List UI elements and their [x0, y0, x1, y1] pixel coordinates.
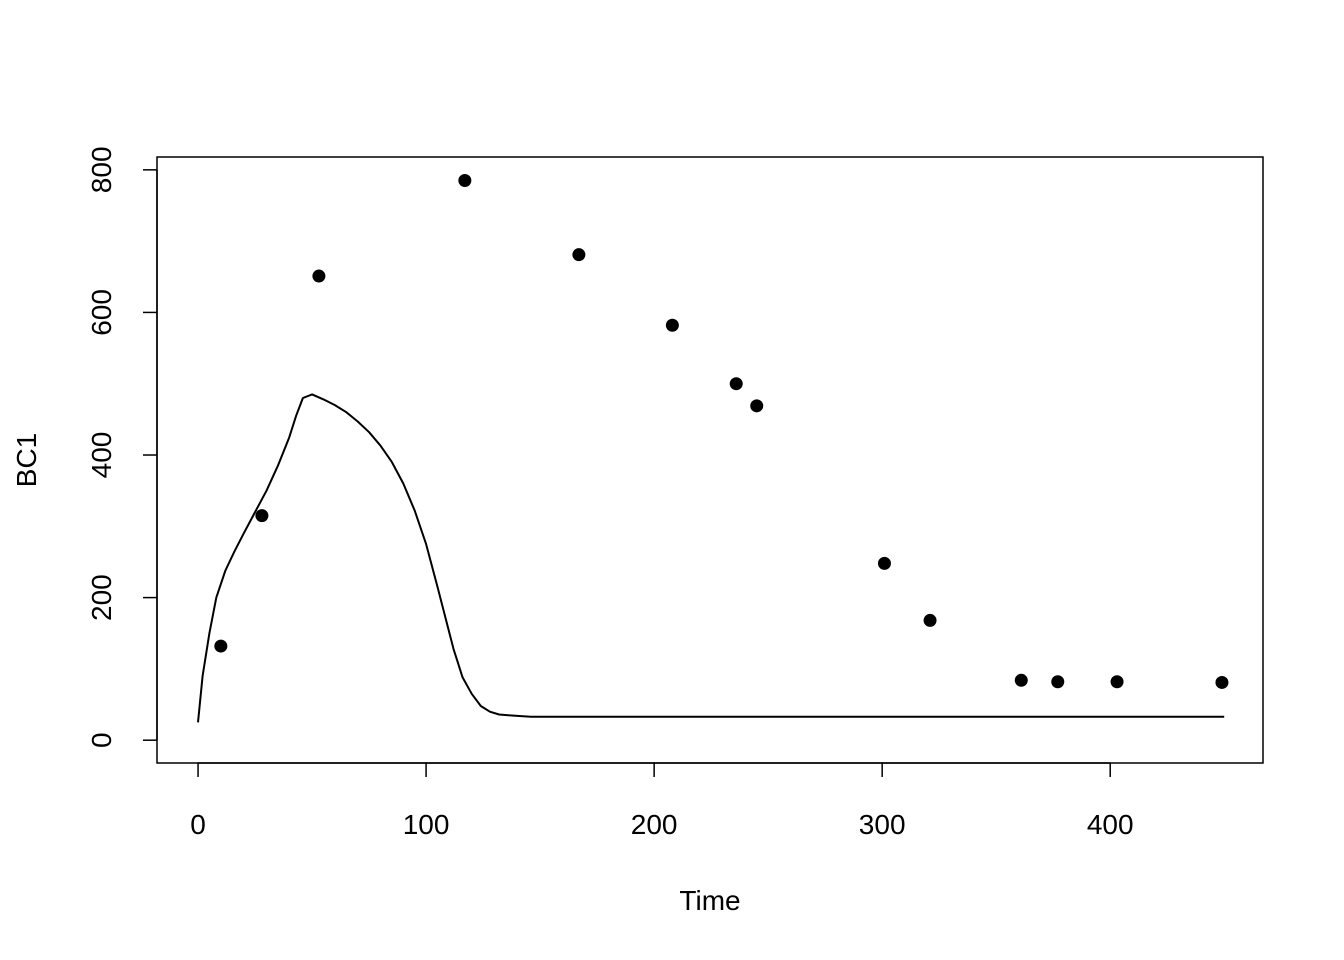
plot-frame [156, 156, 1264, 764]
series-points-group [214, 174, 1229, 689]
y-tick-label: 600 [86, 289, 117, 336]
data-point [458, 174, 472, 188]
x-tick-label: 300 [859, 809, 906, 840]
series-line-group [197, 393, 1225, 723]
data-point [1110, 675, 1124, 689]
data-point [214, 639, 228, 653]
data-point [312, 269, 326, 283]
model-curve-line [197, 393, 1225, 723]
y-tick-label: 200 [86, 574, 117, 621]
data-point [255, 509, 269, 523]
x-axis: 0 100 200 300 400 [190, 762, 1134, 840]
data-point [750, 399, 764, 413]
x-tick-label: 100 [403, 809, 450, 840]
y-axis: 0 200 400 600 800 [86, 146, 158, 748]
y-axis-title: BC1 [11, 433, 42, 487]
data-point [665, 318, 679, 332]
y-tick-label: 0 [86, 732, 117, 748]
y-tick-label: 400 [86, 432, 117, 479]
x-tick-label: 0 [190, 809, 206, 840]
y-tick-label: 800 [86, 146, 117, 193]
data-point [572, 248, 586, 262]
data-point [729, 377, 743, 391]
x-axis-title: Time [679, 885, 740, 916]
data-point [877, 556, 891, 570]
x-tick-label: 400 [1087, 809, 1134, 840]
data-point [1051, 675, 1065, 689]
data-point [1215, 675, 1229, 689]
data-point [1014, 673, 1028, 687]
x-tick-label: 200 [631, 809, 678, 840]
data-point [923, 613, 937, 627]
